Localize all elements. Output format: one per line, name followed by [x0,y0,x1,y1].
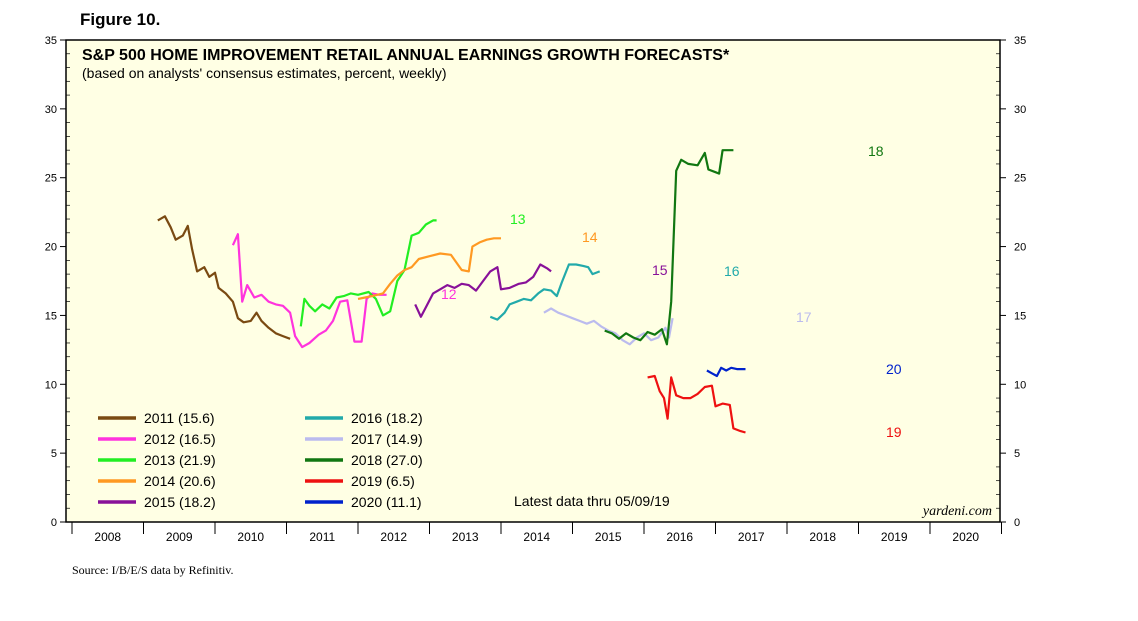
series-line-2018 [604,149,734,346]
y-tick-label-right: 5 [1014,448,1020,460]
y-tick-label-right: 25 [1014,173,1026,185]
legend-label-2020: 2020 (11.1) [351,494,422,510]
x-tick-label: 2014 [523,530,550,544]
x-tick-label: 2008 [94,530,121,544]
x-tick-label: 2016 [666,530,693,544]
y-tick-label-left: 20 [45,242,57,254]
series-end-label-12: 12 [441,286,457,302]
series-line-2017 [543,307,674,346]
x-tick-label: 2010 [237,530,264,544]
y-tick-label-right: 35 [1014,35,1026,47]
legend-label-2019: 2019 (6.5) [351,473,415,489]
x-tick-label: 2019 [881,530,908,544]
legend-label-2016: 2016 (18.2) [351,410,423,426]
x-tick-label: 2020 [952,530,979,544]
y-tick-label-left: 0 [51,517,57,529]
series-end-label-13: 13 [510,211,526,227]
x-tick-label: 2017 [738,530,765,544]
series-end-label-20: 20 [886,361,902,377]
legend-label-2013: 2013 (21.9) [144,452,216,468]
series-line-2011 [157,215,291,340]
chart-subtitle: (based on analysts' consensus estimates,… [82,65,447,81]
series-end-label-15: 15 [652,262,668,278]
y-axes: 0 0 5 5 10 10 15 15 20 20 25 25 30 30 35 35 [45,35,1027,529]
plot-area [65,39,1001,523]
x-tick-label: 2013 [452,530,479,544]
legend: 2011 (15.6) 2012 (16.5) 2013 (21.9) 2014 (2… [98,410,423,510]
y-tick-label-left: 25 [45,173,57,185]
y-tick-label-right: 20 [1014,242,1026,254]
figure-label: Figure 10. [80,10,161,29]
chart-title: S&P 500 HOME IMPROVEMENT RETAIL ANNUAL E… [82,47,730,64]
y-tick-label-left: 30 [45,104,57,116]
legend-label-2012: 2012 (16.5) [144,431,216,447]
y-tick-label-left: 15 [45,310,57,322]
series-line-2020 [706,366,746,378]
latest-data-note: Latest data thru 05/09/19 [514,493,670,509]
y-tick-label-right: 15 [1014,310,1026,322]
series-end-label-18: 18 [868,143,884,159]
y-tick-label-right: 30 [1014,104,1026,116]
series-end-label-16: 16 [724,263,740,279]
series-lines: 12 13 14 15 16 17 18 19 20 [157,143,902,440]
x-axis: 2008 2009 2010 2011 2012 2013 2014 2015 2016 2017… [71,522,1002,544]
legend-label-2011: 2011 (15.6) [144,410,215,426]
x-tick-label: 2018 [809,530,836,544]
y-tick-label-left: 10 [45,379,57,391]
series-line-2013 [299,219,437,327]
series-line-2012 [231,233,387,349]
x-tick-label: 2011 [309,530,335,544]
series-line-2014 [357,237,501,300]
legend-label-2017: 2017 (14.9) [351,431,423,447]
legend-label-2015: 2015 (18.2) [144,494,216,510]
series-line-2019 [647,374,746,434]
y-tick-label-right: 10 [1014,379,1026,391]
source-note: Source: I/B/E/S data by Refinitiv. [72,563,234,577]
y-tick-label-left: 5 [51,448,57,460]
series-end-label-17: 17 [796,309,812,325]
x-tick-label: 2015 [595,530,622,544]
y-tick-label-right: 0 [1014,517,1020,529]
series-line-2015 [414,263,552,318]
watermark: yardeni.com [921,504,992,519]
y-tick-label-left: 35 [45,35,57,47]
series-end-label-19: 19 [886,424,902,440]
legend-label-2018: 2018 (27.0) [351,452,423,468]
series-line-2016 [489,263,601,321]
x-tick-label: 2012 [380,530,407,544]
legend-label-2014: 2014 (20.6) [144,473,216,489]
x-tick-label: 2009 [166,530,193,544]
series-end-label-14: 14 [582,229,598,245]
